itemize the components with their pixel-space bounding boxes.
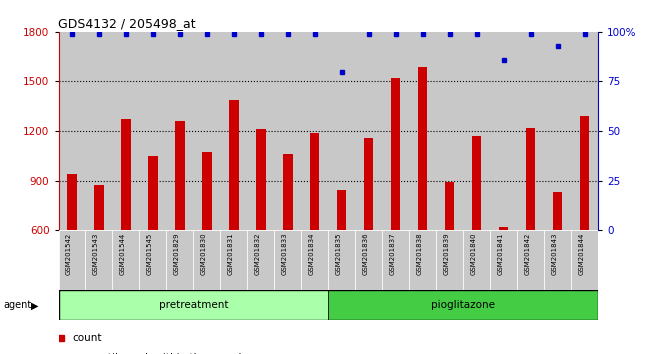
Text: GSM201542: GSM201542 bbox=[66, 233, 72, 275]
Bar bbox=[436, 230, 463, 290]
Bar bbox=[410, 32, 436, 230]
Bar bbox=[112, 230, 140, 290]
Bar bbox=[247, 32, 274, 230]
Bar bbox=[247, 230, 274, 290]
Text: agent: agent bbox=[3, 300, 31, 310]
Text: GSM201843: GSM201843 bbox=[552, 233, 558, 275]
Bar bbox=[436, 32, 463, 230]
Text: GSM201829: GSM201829 bbox=[174, 233, 180, 275]
Bar bbox=[526, 128, 536, 230]
Bar bbox=[310, 133, 320, 230]
Bar bbox=[202, 153, 212, 230]
Bar bbox=[490, 32, 517, 230]
Bar bbox=[302, 230, 328, 290]
Bar bbox=[140, 32, 166, 230]
Text: GSM201840: GSM201840 bbox=[471, 233, 476, 275]
Text: pioglitazone: pioglitazone bbox=[431, 300, 495, 310]
Text: GSM201837: GSM201837 bbox=[390, 233, 396, 275]
Bar bbox=[517, 230, 544, 290]
Bar bbox=[328, 32, 355, 230]
Bar bbox=[274, 32, 302, 230]
Bar bbox=[544, 230, 571, 290]
Bar bbox=[391, 78, 400, 230]
Text: pretreatment: pretreatment bbox=[159, 300, 228, 310]
Bar bbox=[337, 190, 346, 230]
Bar bbox=[94, 185, 104, 230]
Bar bbox=[571, 32, 598, 230]
Bar bbox=[148, 156, 158, 230]
Bar bbox=[194, 32, 220, 230]
Text: GSM201835: GSM201835 bbox=[336, 233, 342, 275]
Bar bbox=[472, 136, 482, 230]
Bar bbox=[544, 32, 571, 230]
Text: GSM201842: GSM201842 bbox=[525, 233, 530, 275]
Bar bbox=[194, 230, 220, 290]
Bar bbox=[571, 230, 598, 290]
Text: ▶: ▶ bbox=[31, 300, 39, 310]
Text: GSM201841: GSM201841 bbox=[498, 233, 504, 275]
Bar bbox=[410, 230, 436, 290]
Text: GSM201838: GSM201838 bbox=[417, 233, 423, 275]
Bar bbox=[140, 230, 166, 290]
Text: GSM201839: GSM201839 bbox=[444, 233, 450, 275]
Bar bbox=[283, 154, 292, 230]
Text: GDS4132 / 205498_at: GDS4132 / 205498_at bbox=[58, 17, 196, 30]
Text: GSM201831: GSM201831 bbox=[228, 233, 234, 275]
Bar bbox=[67, 174, 77, 230]
Bar bbox=[463, 230, 490, 290]
Bar bbox=[552, 192, 562, 230]
Bar bbox=[166, 230, 194, 290]
Bar bbox=[355, 32, 382, 230]
Bar bbox=[85, 230, 112, 290]
Bar bbox=[490, 230, 517, 290]
Bar bbox=[274, 230, 302, 290]
Text: GSM201830: GSM201830 bbox=[201, 233, 207, 275]
Bar bbox=[58, 230, 85, 290]
Text: GSM201545: GSM201545 bbox=[147, 233, 153, 275]
Text: count: count bbox=[72, 333, 101, 343]
Text: GSM201543: GSM201543 bbox=[93, 233, 99, 275]
Bar bbox=[302, 32, 328, 230]
Bar bbox=[355, 230, 382, 290]
Bar bbox=[328, 290, 598, 320]
Bar bbox=[382, 32, 410, 230]
Bar bbox=[112, 32, 140, 230]
Text: GSM201544: GSM201544 bbox=[120, 233, 126, 275]
Bar bbox=[328, 230, 355, 290]
Bar bbox=[166, 32, 194, 230]
Bar bbox=[445, 182, 454, 230]
Bar bbox=[220, 230, 247, 290]
Text: GSM201834: GSM201834 bbox=[309, 233, 315, 275]
Bar bbox=[220, 32, 247, 230]
Text: GSM201833: GSM201833 bbox=[282, 233, 288, 275]
Bar bbox=[499, 227, 508, 230]
Text: GSM201836: GSM201836 bbox=[363, 233, 369, 275]
Bar bbox=[256, 129, 266, 230]
Text: GSM201844: GSM201844 bbox=[578, 233, 584, 275]
Bar bbox=[229, 99, 239, 230]
Bar bbox=[58, 290, 328, 320]
Bar bbox=[121, 119, 131, 230]
Bar bbox=[364, 138, 374, 230]
Bar bbox=[463, 32, 490, 230]
Bar bbox=[382, 230, 410, 290]
Bar bbox=[85, 32, 112, 230]
Text: GSM201832: GSM201832 bbox=[255, 233, 261, 275]
Bar bbox=[175, 121, 185, 230]
Text: percentile rank within the sample: percentile rank within the sample bbox=[72, 353, 248, 354]
Bar bbox=[580, 116, 590, 230]
Bar bbox=[517, 32, 544, 230]
Bar bbox=[58, 32, 85, 230]
Bar bbox=[418, 67, 428, 230]
